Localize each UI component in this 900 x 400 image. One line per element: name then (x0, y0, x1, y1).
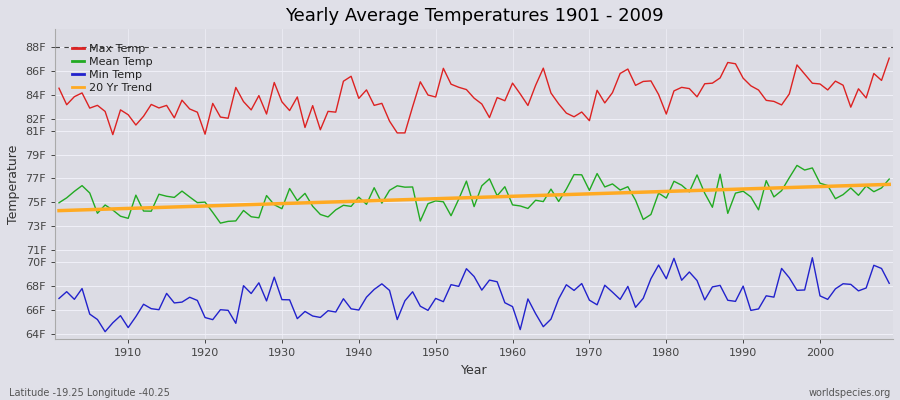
Title: Yearly Average Temperatures 1901 - 2009: Yearly Average Temperatures 1901 - 2009 (284, 7, 663, 25)
X-axis label: Year: Year (461, 364, 488, 377)
Legend: Max Temp, Mean Temp, Min Temp, 20 Yr Trend: Max Temp, Mean Temp, Min Temp, 20 Yr Tre… (69, 41, 156, 96)
Text: Latitude -19.25 Longitude -40.25: Latitude -19.25 Longitude -40.25 (9, 388, 170, 398)
Y-axis label: Temperature: Temperature (7, 145, 20, 224)
Text: worldspecies.org: worldspecies.org (809, 388, 891, 398)
